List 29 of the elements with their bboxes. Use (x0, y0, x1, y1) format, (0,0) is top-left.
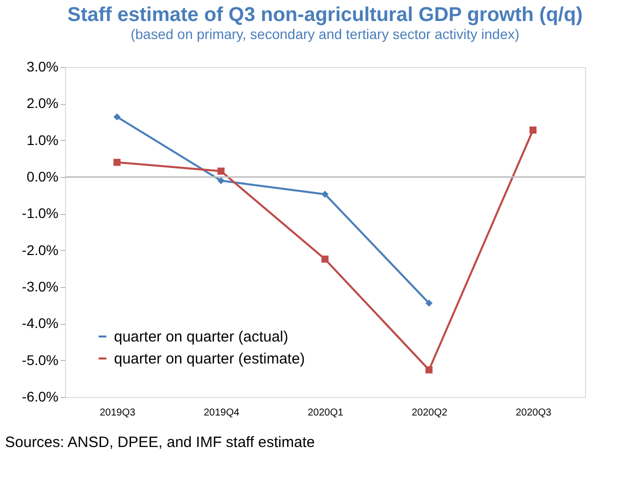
legend-label: quarter on quarter (estimate) (114, 350, 305, 368)
y-tick-label: 1.0% (26, 132, 58, 148)
point (529, 126, 537, 134)
point (425, 300, 433, 307)
y-tick-label: -6.0% (22, 388, 58, 404)
y-tick-label: -5.0% (22, 352, 58, 368)
point (425, 366, 433, 374)
y-tick-label: -2.0% (22, 242, 58, 258)
y-tick-label: -4.0% (22, 315, 58, 332)
point (217, 168, 225, 175)
x-tick-label: 2020Q1 (308, 408, 344, 418)
y-tick-label: -3.0% (22, 278, 58, 294)
y-tick-label: 3.0% (26, 58, 58, 74)
y-tick-label: 2.0% (26, 95, 58, 112)
legend-label: quarter on quarter (actual) (114, 328, 288, 346)
y-tick-label: 0.0% (26, 168, 58, 184)
x-tick-label: 2020Q2 (412, 408, 448, 418)
x-tick-label: 2019Q3 (100, 408, 136, 418)
point (217, 177, 225, 184)
chart-subtitle: (based on primary, secondary and tertiary sector activity index) (130, 26, 520, 42)
x-tick-label: 2019Q4 (204, 408, 240, 418)
y-tick-label: -1.0% (22, 205, 58, 222)
point (113, 113, 121, 120)
point (321, 256, 329, 263)
source-note: Sources: ANSD, DPEE, and IMF staff estimate (5, 434, 315, 451)
x-tick-label: 2020Q3 (516, 408, 552, 418)
point (113, 158, 121, 166)
point (321, 190, 329, 198)
chart-title: Staff estimate of Q3 non-agricultural GDP growth (q/q) (67, 4, 583, 26)
